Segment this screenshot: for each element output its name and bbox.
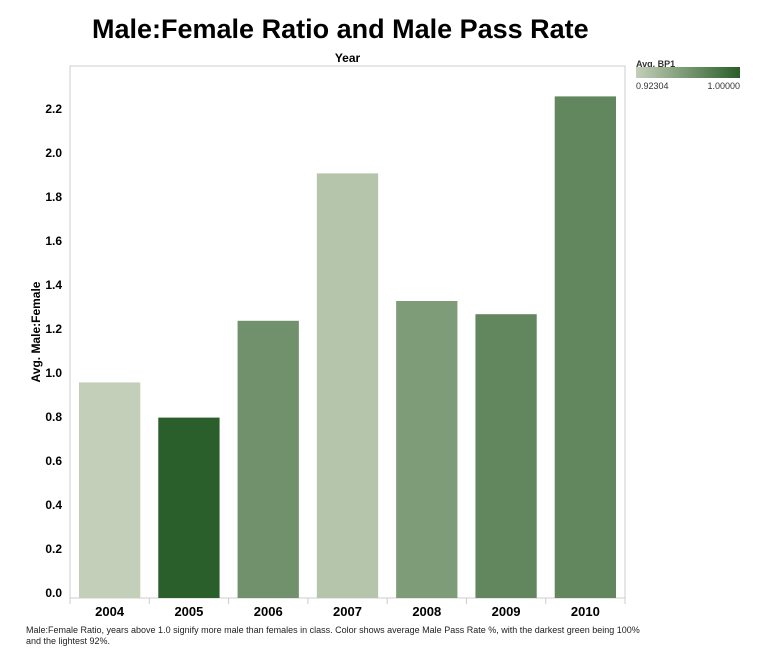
bar-2007 [316, 173, 379, 598]
bar-2005 [158, 417, 220, 598]
y-tick-label: 0.6 [45, 454, 62, 468]
x-tick-label: 2005 [174, 604, 203, 619]
y-tick-label: 1.8 [45, 190, 62, 204]
y-tick-label: 1.0 [45, 366, 62, 380]
chart-caption: Male:Female Ratio, years above 1.0 signi… [26, 625, 640, 646]
bar-2004 [79, 382, 141, 598]
y-tick-label: 0.0 [45, 586, 62, 600]
bar-2008 [396, 301, 458, 598]
y-tick-label: 1.2 [45, 322, 62, 336]
bar-2009 [475, 314, 537, 598]
y-tick-label: 2.0 [45, 146, 62, 160]
y-tick-label: 1.6 [45, 234, 62, 248]
bar-2010 [554, 96, 616, 599]
bar-chart: Year Avg. Male:Female 0.0 0.2 0.4 0.6 0.8 1.0 1.… [29, 51, 626, 619]
x-tick-label: 2008 [412, 604, 441, 619]
y-axis-label: Avg. Male:Female [29, 281, 43, 382]
y-tick-label: 1.4 [45, 278, 62, 292]
x-tick-label: 2007 [333, 604, 362, 619]
legend-title: Avg. BP1 [636, 59, 676, 69]
y-tick-label: 0.4 [45, 498, 62, 512]
column-header: Year [335, 51, 361, 65]
x-tick-label: 2004 [95, 604, 125, 619]
legend-color-ramp [636, 67, 740, 78]
legend-max-label: 1.00000 [707, 81, 740, 91]
y-tick-label: 0.2 [45, 542, 62, 556]
y-tick-label: 0.8 [45, 410, 62, 424]
y-tick-label: 2.2 [45, 102, 62, 116]
chart-title: Male:Female Ratio and Male Pass Rate [92, 14, 589, 44]
x-tick-label: 2009 [492, 604, 521, 619]
x-tick-label: 2010 [571, 604, 600, 619]
bar-2006 [237, 320, 299, 598]
legend-min-label: 0.92304 [636, 81, 669, 91]
x-tick-label: 2006 [254, 604, 283, 619]
